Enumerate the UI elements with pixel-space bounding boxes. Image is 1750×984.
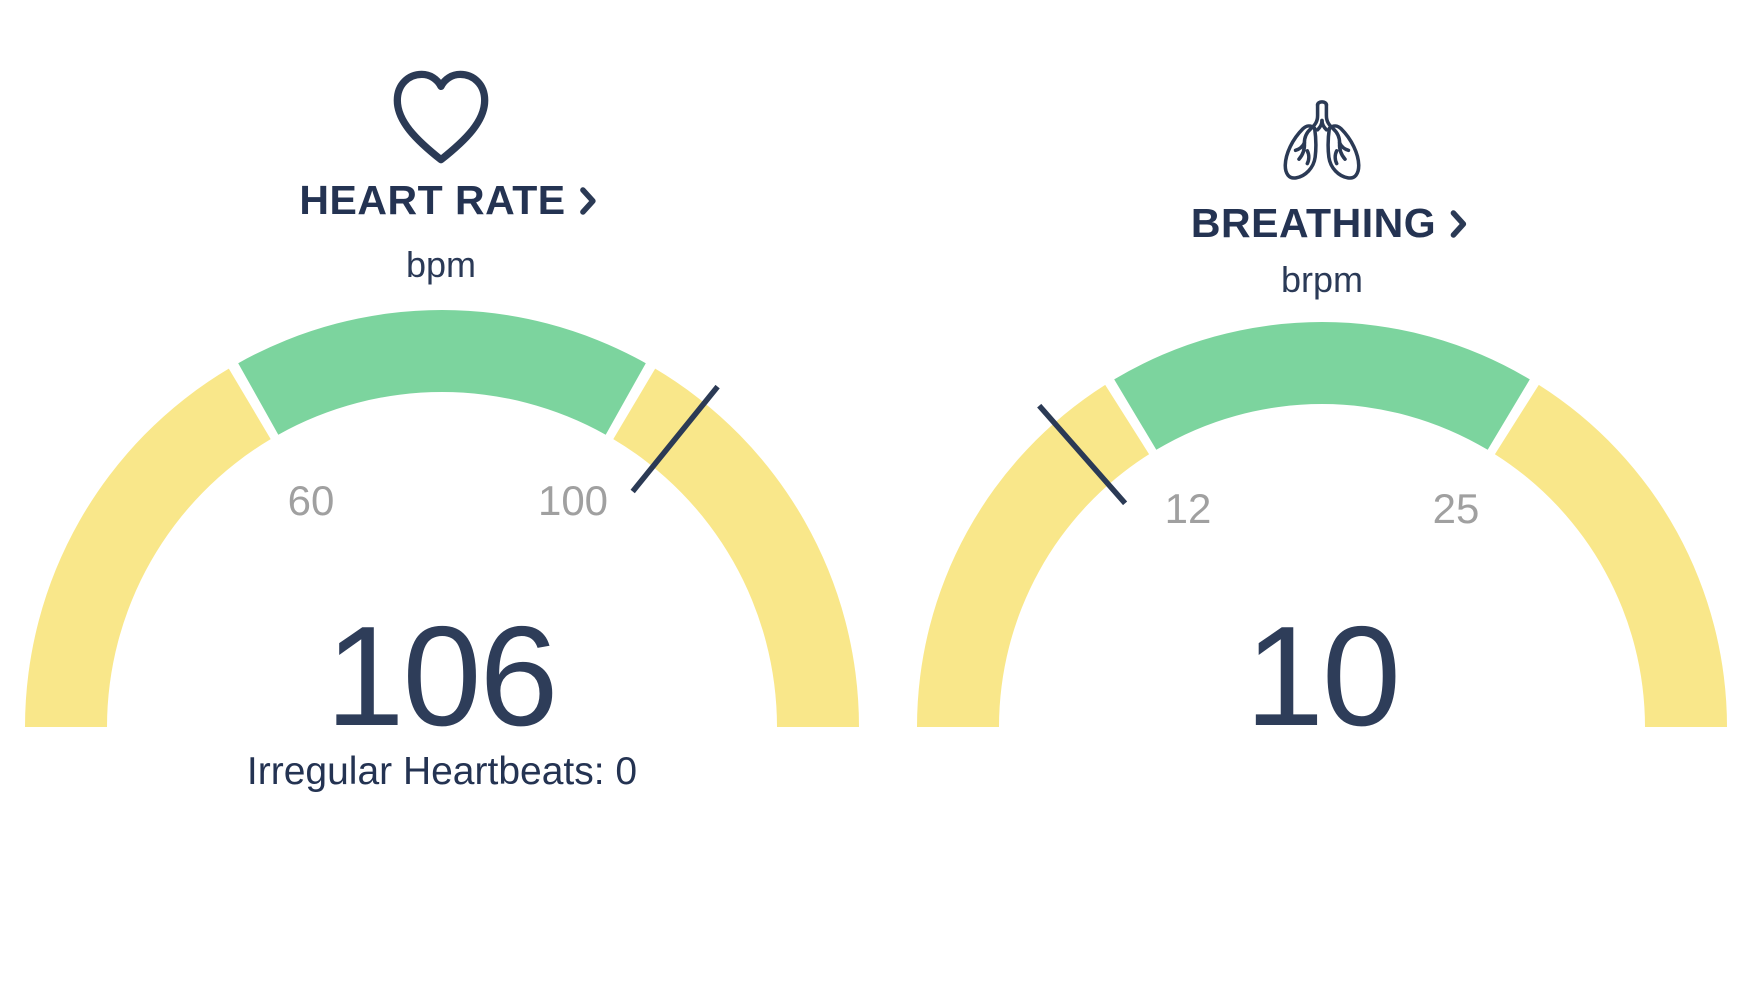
heart-icon bbox=[393, 70, 489, 164]
lungs-icon bbox=[1283, 100, 1361, 180]
breathing-title: BREATHING bbox=[1190, 200, 1437, 246]
gauge-needle bbox=[1037, 403, 1128, 506]
gauge-segment-yellow bbox=[25, 368, 271, 727]
irregular-heartbeats-note: Irregular Heartbeats: 0 bbox=[246, 750, 638, 793]
heart-rate-value: 106 bbox=[325, 597, 559, 756]
breathing-gauge-arc bbox=[917, 322, 1727, 727]
gauge-segment-green bbox=[238, 310, 646, 435]
gauge-tick-label-12: 12 bbox=[1164, 485, 1212, 532]
heart-rate-unit: bpm bbox=[405, 244, 477, 285]
gauge-segment-green bbox=[1114, 322, 1530, 450]
gauge-segment-yellow bbox=[1494, 384, 1727, 727]
breathing-unit: brpm bbox=[1280, 259, 1364, 300]
chevron-right-icon bbox=[580, 186, 596, 215]
chevron-right-icon bbox=[1450, 209, 1467, 238]
heart-rate-link[interactable]: HEART RATE bbox=[299, 177, 596, 224]
gauge-tick-label-100: 100 bbox=[537, 477, 609, 524]
gauge-segment-yellow bbox=[613, 368, 859, 727]
gauge-segment-yellow bbox=[917, 384, 1150, 727]
breathing-value: 10 bbox=[1245, 597, 1401, 756]
gauge-tick-label-60: 60 bbox=[287, 477, 335, 524]
heart-rate-gauge-arc bbox=[25, 310, 859, 727]
gauge-tick-label-25: 25 bbox=[1432, 485, 1480, 532]
heart-outline bbox=[393, 70, 489, 164]
lungs-outline bbox=[1283, 100, 1361, 180]
breathing-link[interactable]: BREATHING bbox=[1191, 200, 1467, 247]
heart-rate-title: HEART RATE bbox=[299, 177, 566, 223]
gauge-needle bbox=[630, 384, 720, 494]
